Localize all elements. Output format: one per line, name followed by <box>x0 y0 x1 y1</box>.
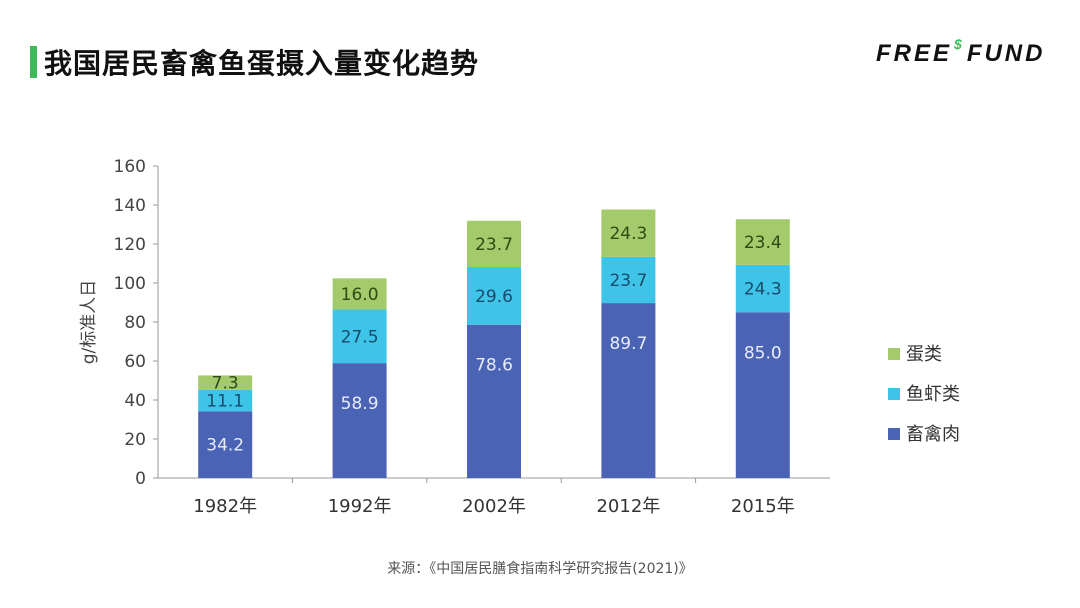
y-tick-label: 160 <box>114 157 146 177</box>
data-label: 58.9 <box>341 394 379 414</box>
bar-segment <box>198 411 253 478</box>
bar-segment <box>332 309 387 364</box>
y-axis-label: g/标准人日 <box>79 280 99 365</box>
data-label: 85.0 <box>744 343 782 363</box>
data-label: 24.3 <box>744 280 782 300</box>
y-tick-label: 120 <box>114 235 146 255</box>
data-label: 23.4 <box>744 233 782 253</box>
legend-label: 鱼虾类 <box>906 384 960 405</box>
x-tick-label: 2015年 <box>731 496 795 517</box>
legend-label: 畜禽肉 <box>906 424 960 445</box>
y-tick-label: 100 <box>114 274 146 294</box>
legend-label: 蛋类 <box>906 344 942 365</box>
data-label: 29.6 <box>475 287 513 307</box>
data-label: 23.7 <box>475 235 513 255</box>
bar-segment <box>735 312 790 478</box>
data-label: 11.1 <box>206 391 244 411</box>
bar-segment <box>332 278 387 310</box>
data-label: 34.2 <box>206 436 244 456</box>
source-note: 来源：《中国居民膳食指南科学研究报告(2021)》 <box>387 561 693 577</box>
data-label: 24.3 <box>609 224 647 244</box>
y-tick-label: 20 <box>124 430 146 450</box>
brand-logo: FREE $FUND <box>876 36 1046 67</box>
bar-segment <box>332 363 387 478</box>
data-label: 23.7 <box>609 271 647 291</box>
bar-segment <box>198 389 253 412</box>
data-label: 78.6 <box>475 356 513 376</box>
x-tick-label: 2002年 <box>462 496 526 517</box>
y-tick-label: 60 <box>124 352 146 372</box>
y-tick-label: 0 <box>135 469 146 489</box>
bar-segment <box>601 209 656 257</box>
legend-swatch <box>888 428 900 440</box>
bar-segment <box>601 256 656 304</box>
x-tick-label: 2012年 <box>596 496 660 517</box>
x-tick-label: 1992年 <box>328 496 392 517</box>
bar-segment <box>198 375 253 390</box>
bar-segment <box>467 324 521 478</box>
bar-segment <box>735 219 790 265</box>
title-accent-bar <box>30 46 37 78</box>
legend-swatch <box>888 348 900 360</box>
bar-segment <box>735 264 790 313</box>
data-label: 16.0 <box>341 285 379 305</box>
bar-segment <box>467 267 521 325</box>
data-label: 27.5 <box>341 327 379 347</box>
data-label: 7.3 <box>212 374 239 394</box>
page-title: 我国居民畜禽鱼蛋摄入量变化趋势 <box>44 47 480 80</box>
x-tick-label: 1982年 <box>193 496 257 517</box>
y-tick-label: 40 <box>124 391 146 411</box>
y-tick-label: 140 <box>114 196 146 216</box>
data-label: 89.7 <box>609 334 647 354</box>
legend-swatch <box>888 388 900 400</box>
bar-segment <box>601 303 656 478</box>
y-tick-label: 80 <box>124 313 146 333</box>
bar-segment <box>467 220 521 268</box>
